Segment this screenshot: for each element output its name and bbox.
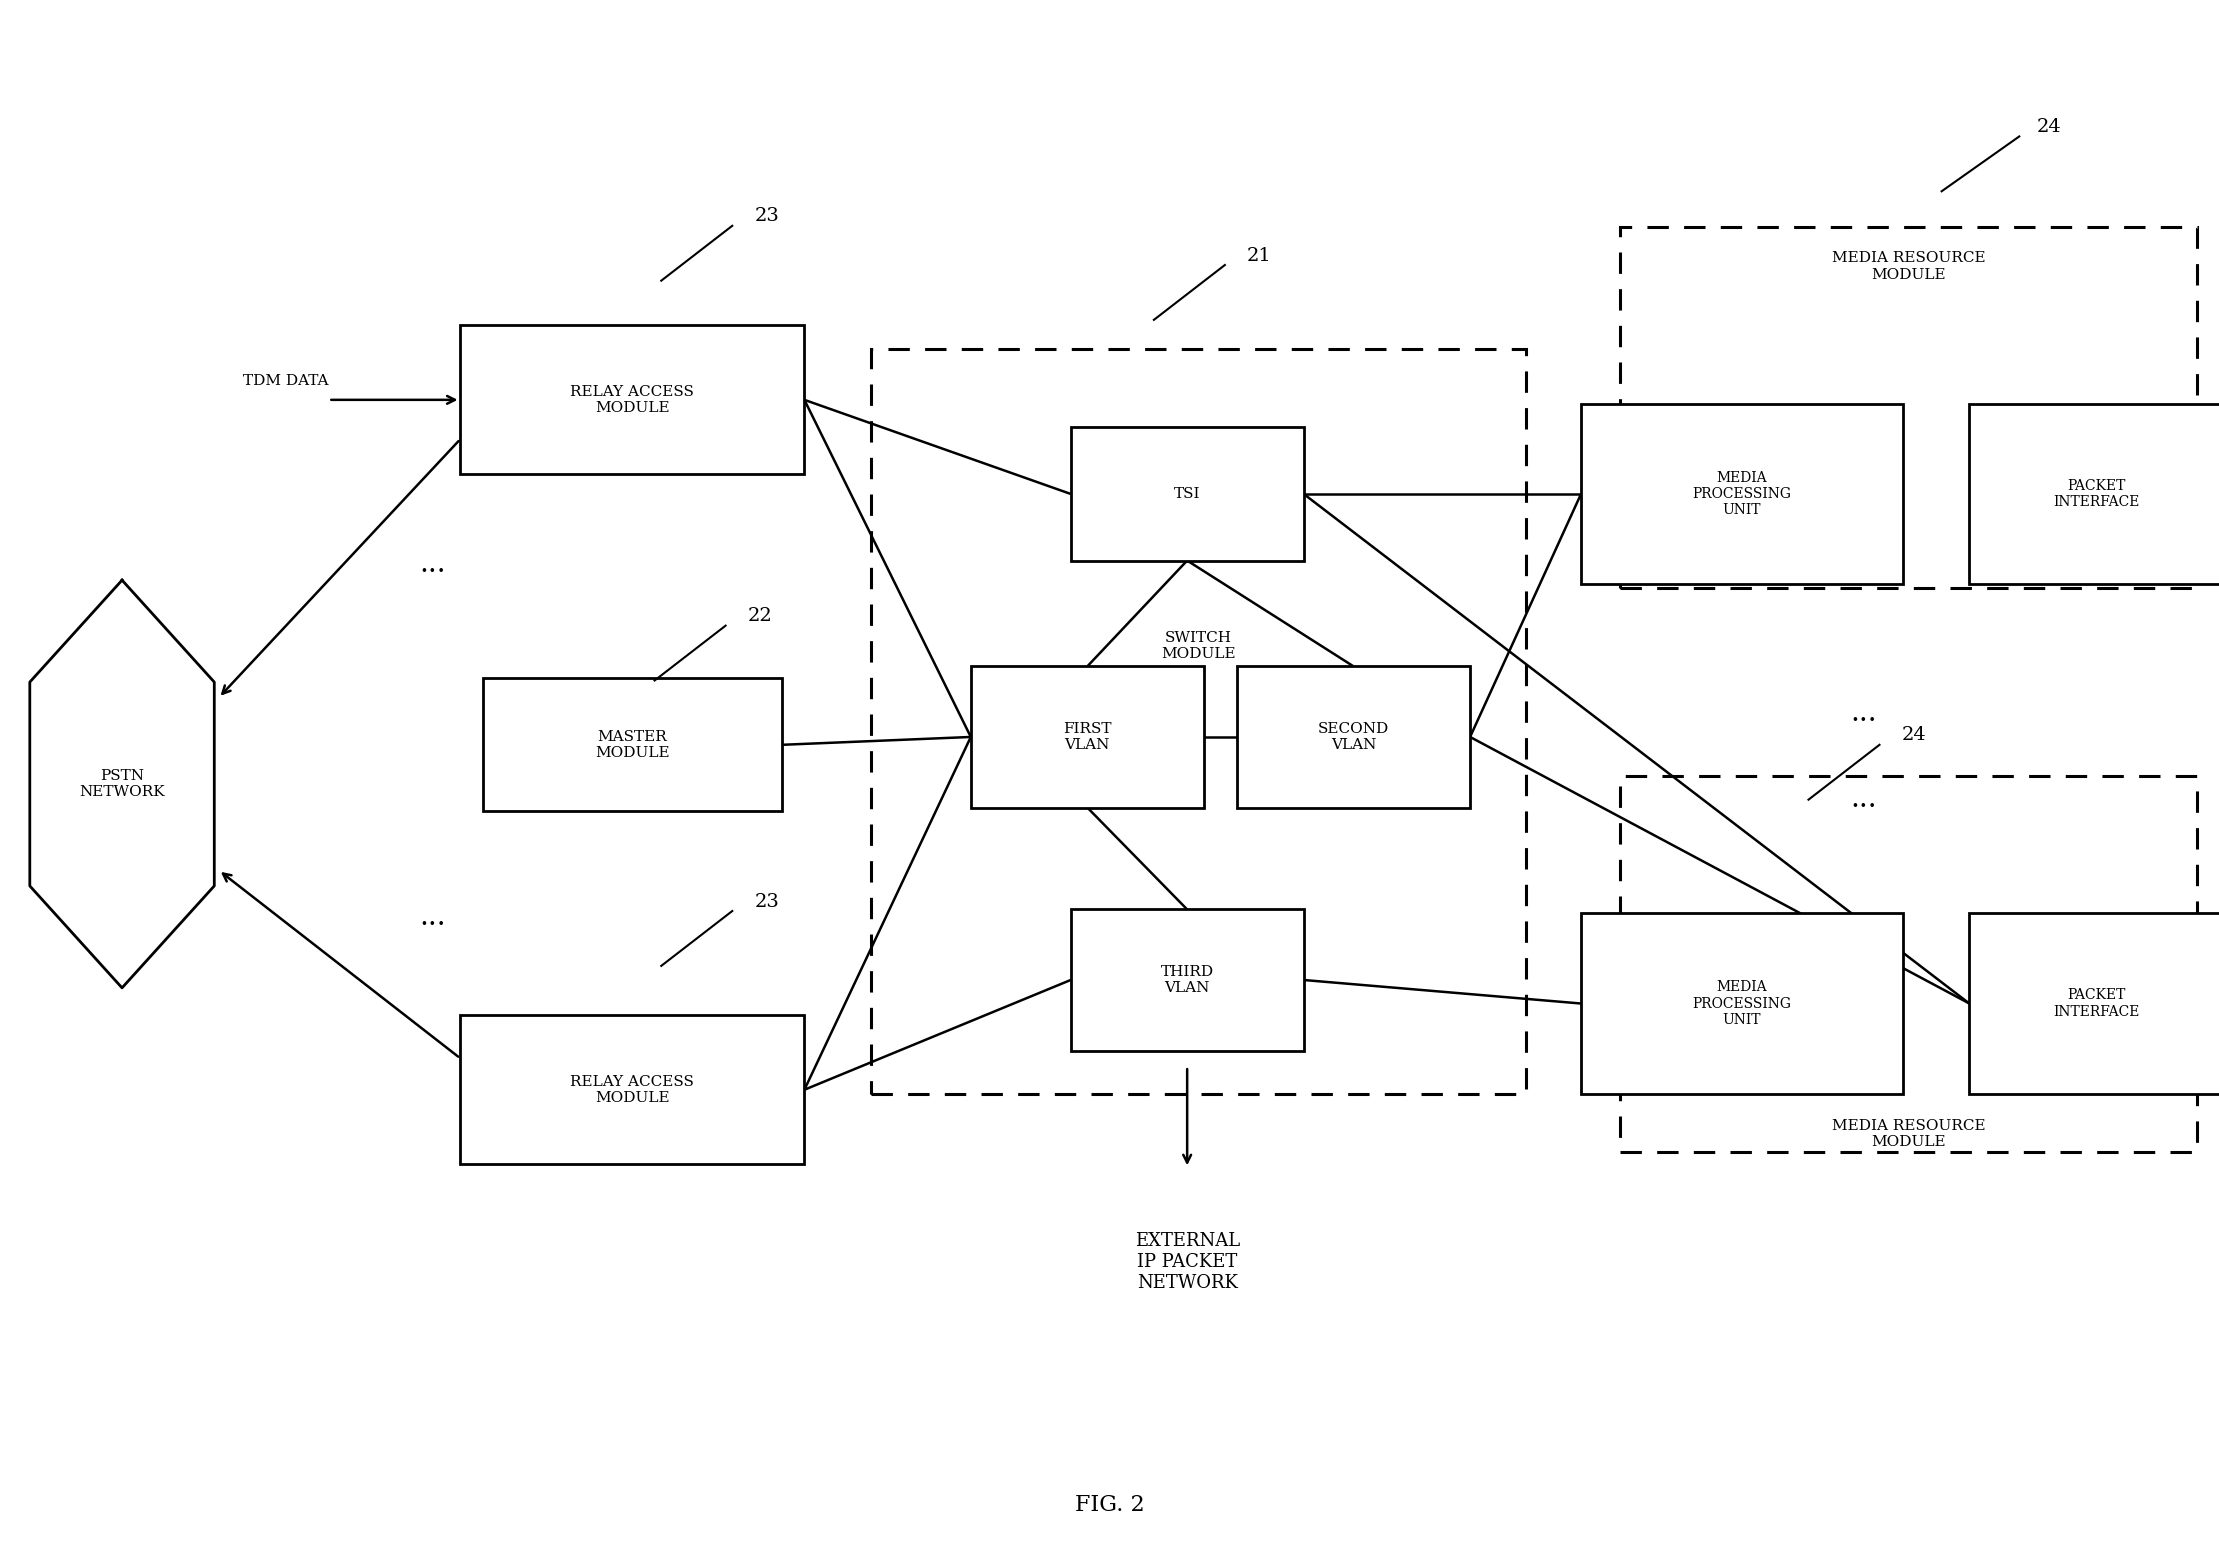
Text: PACKET
INTERFACE: PACKET INTERFACE [2055, 478, 2139, 510]
Bar [1236, 666, 1469, 808]
Text: MEDIA RESOURCE
MODULE: MEDIA RESOURCE MODULE [1831, 251, 1986, 282]
Text: PACKET
INTERFACE: PACKET INTERFACE [2055, 988, 2139, 1019]
Text: THIRD
VLAN: THIRD VLAN [1161, 964, 1214, 996]
Text: MASTER
MODULE: MASTER MODULE [595, 729, 670, 760]
Text: MEDIA
PROCESSING
UNIT: MEDIA PROCESSING UNIT [1693, 470, 1791, 517]
Bar [1070, 909, 1303, 1051]
Text: SWITCH
MODULE: SWITCH MODULE [1161, 630, 1236, 662]
Bar [1620, 776, 2197, 1152]
Bar [870, 350, 1524, 1094]
Bar [1070, 428, 1303, 561]
Text: 23: 23 [754, 207, 779, 226]
Bar [482, 677, 781, 812]
Text: ...: ... [419, 903, 446, 931]
Text: PSTN
NETWORK: PSTN NETWORK [80, 768, 164, 800]
Text: FIG. 2: FIG. 2 [1074, 1494, 1145, 1516]
Bar [1968, 405, 2219, 585]
Text: 24: 24 [2037, 118, 2061, 136]
Bar [970, 666, 1203, 808]
Polygon shape [29, 580, 215, 988]
Bar [459, 1016, 803, 1163]
Bar [1580, 913, 1902, 1094]
Text: MEDIA RESOURCE
MODULE: MEDIA RESOURCE MODULE [1831, 1118, 1986, 1149]
Text: RELAY ACCESS
MODULE: RELAY ACCESS MODULE [570, 1074, 695, 1105]
Text: ...: ... [1851, 699, 1877, 728]
Bar [459, 326, 803, 474]
Text: FIRST
VLAN: FIRST VLAN [1063, 721, 1112, 753]
Bar [1968, 913, 2219, 1094]
Text: TSI: TSI [1174, 488, 1200, 500]
Text: ...: ... [1851, 786, 1877, 814]
Text: ...: ... [419, 550, 446, 579]
Text: 22: 22 [748, 607, 772, 626]
Bar [1620, 227, 2197, 588]
Text: RELAY ACCESS
MODULE: RELAY ACCESS MODULE [570, 384, 695, 416]
Text: 21: 21 [1247, 246, 1271, 265]
Text: MEDIA
PROCESSING
UNIT: MEDIA PROCESSING UNIT [1693, 980, 1791, 1027]
Text: SECOND
VLAN: SECOND VLAN [1318, 721, 1389, 753]
Bar [1580, 405, 1902, 585]
Text: TDM DATA: TDM DATA [242, 375, 328, 387]
Text: 24: 24 [1902, 726, 1926, 745]
Text: EXTERNAL
IP PACKET
NETWORK: EXTERNAL IP PACKET NETWORK [1134, 1232, 1240, 1292]
Text: 23: 23 [754, 892, 779, 911]
